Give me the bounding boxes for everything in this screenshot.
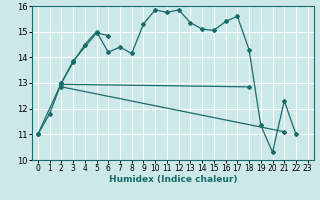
- X-axis label: Humidex (Indice chaleur): Humidex (Indice chaleur): [108, 175, 237, 184]
